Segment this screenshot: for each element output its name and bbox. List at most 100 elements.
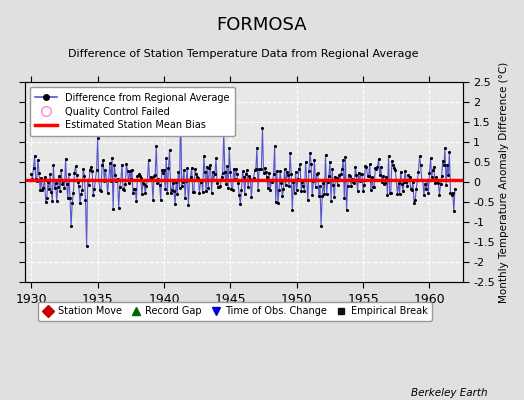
Point — [106, 160, 114, 166]
Point — [274, 200, 282, 206]
Point — [407, 186, 415, 192]
Point — [356, 178, 364, 184]
Point — [144, 157, 152, 163]
Point — [205, 164, 214, 171]
Point — [160, 167, 168, 173]
Point — [200, 153, 208, 159]
Point — [36, 187, 45, 194]
Point — [198, 177, 206, 184]
Point — [164, 165, 172, 172]
Point — [361, 163, 369, 170]
Point — [148, 176, 156, 182]
Point — [126, 168, 134, 174]
Point — [363, 173, 372, 179]
Point — [377, 164, 385, 170]
Point — [103, 190, 112, 196]
Point — [92, 167, 101, 173]
Point — [116, 184, 124, 190]
Point — [159, 170, 167, 176]
Point — [444, 172, 453, 178]
Point — [188, 164, 196, 171]
Point — [429, 167, 437, 173]
Point — [66, 195, 74, 201]
Point — [221, 169, 229, 175]
Point — [265, 170, 274, 176]
Point — [28, 176, 37, 183]
Point — [357, 170, 365, 177]
Point — [212, 155, 220, 161]
Point — [208, 190, 216, 196]
Point — [182, 178, 190, 184]
Point — [241, 190, 249, 197]
Point — [312, 171, 321, 178]
Point — [238, 168, 247, 175]
Point — [152, 143, 160, 149]
Point — [340, 195, 348, 202]
Point — [332, 174, 341, 181]
Point — [172, 178, 180, 185]
Point — [190, 189, 198, 195]
Point — [35, 170, 43, 176]
Point — [122, 161, 130, 167]
Point — [411, 197, 419, 204]
Point — [264, 185, 272, 192]
Point — [187, 174, 195, 180]
Point — [247, 194, 256, 200]
Point — [367, 187, 375, 193]
Point — [244, 184, 252, 190]
Point — [378, 178, 386, 185]
Point — [87, 164, 95, 170]
Point — [286, 149, 294, 156]
Point — [234, 180, 242, 186]
Point — [327, 198, 335, 204]
Point — [27, 170, 36, 177]
Point — [313, 169, 322, 176]
Point — [425, 170, 434, 176]
Point — [271, 198, 280, 205]
Point — [203, 164, 211, 170]
Point — [40, 174, 49, 180]
Point — [365, 173, 373, 179]
Point — [351, 164, 359, 170]
Point — [301, 158, 310, 165]
Point — [179, 178, 187, 185]
Point — [329, 182, 337, 188]
Point — [136, 173, 144, 179]
Point — [391, 166, 399, 173]
Point — [62, 181, 71, 188]
Point — [266, 187, 275, 193]
Point — [287, 171, 296, 178]
Point — [431, 180, 439, 186]
Point — [223, 163, 231, 170]
Point — [209, 169, 217, 175]
Point — [308, 192, 316, 198]
Point — [132, 198, 140, 204]
Point — [183, 165, 191, 171]
Point — [305, 168, 313, 174]
Point — [276, 168, 285, 174]
Point — [72, 172, 81, 179]
Point — [400, 178, 408, 185]
Point — [100, 178, 108, 184]
Point — [307, 161, 315, 168]
Point — [158, 166, 166, 173]
Point — [449, 189, 457, 196]
Point — [370, 184, 378, 190]
Point — [134, 171, 143, 178]
Point — [250, 167, 259, 174]
Point — [366, 160, 374, 167]
Point — [217, 174, 226, 180]
Point — [169, 180, 177, 186]
Point — [37, 175, 46, 181]
Point — [303, 197, 312, 204]
Point — [335, 172, 343, 178]
Point — [387, 190, 395, 196]
Point — [441, 145, 449, 152]
Point — [300, 188, 309, 194]
Point — [194, 175, 202, 181]
Point — [418, 176, 426, 183]
Point — [440, 162, 448, 168]
Point — [41, 199, 50, 205]
Point — [71, 163, 80, 170]
Point — [279, 186, 288, 192]
